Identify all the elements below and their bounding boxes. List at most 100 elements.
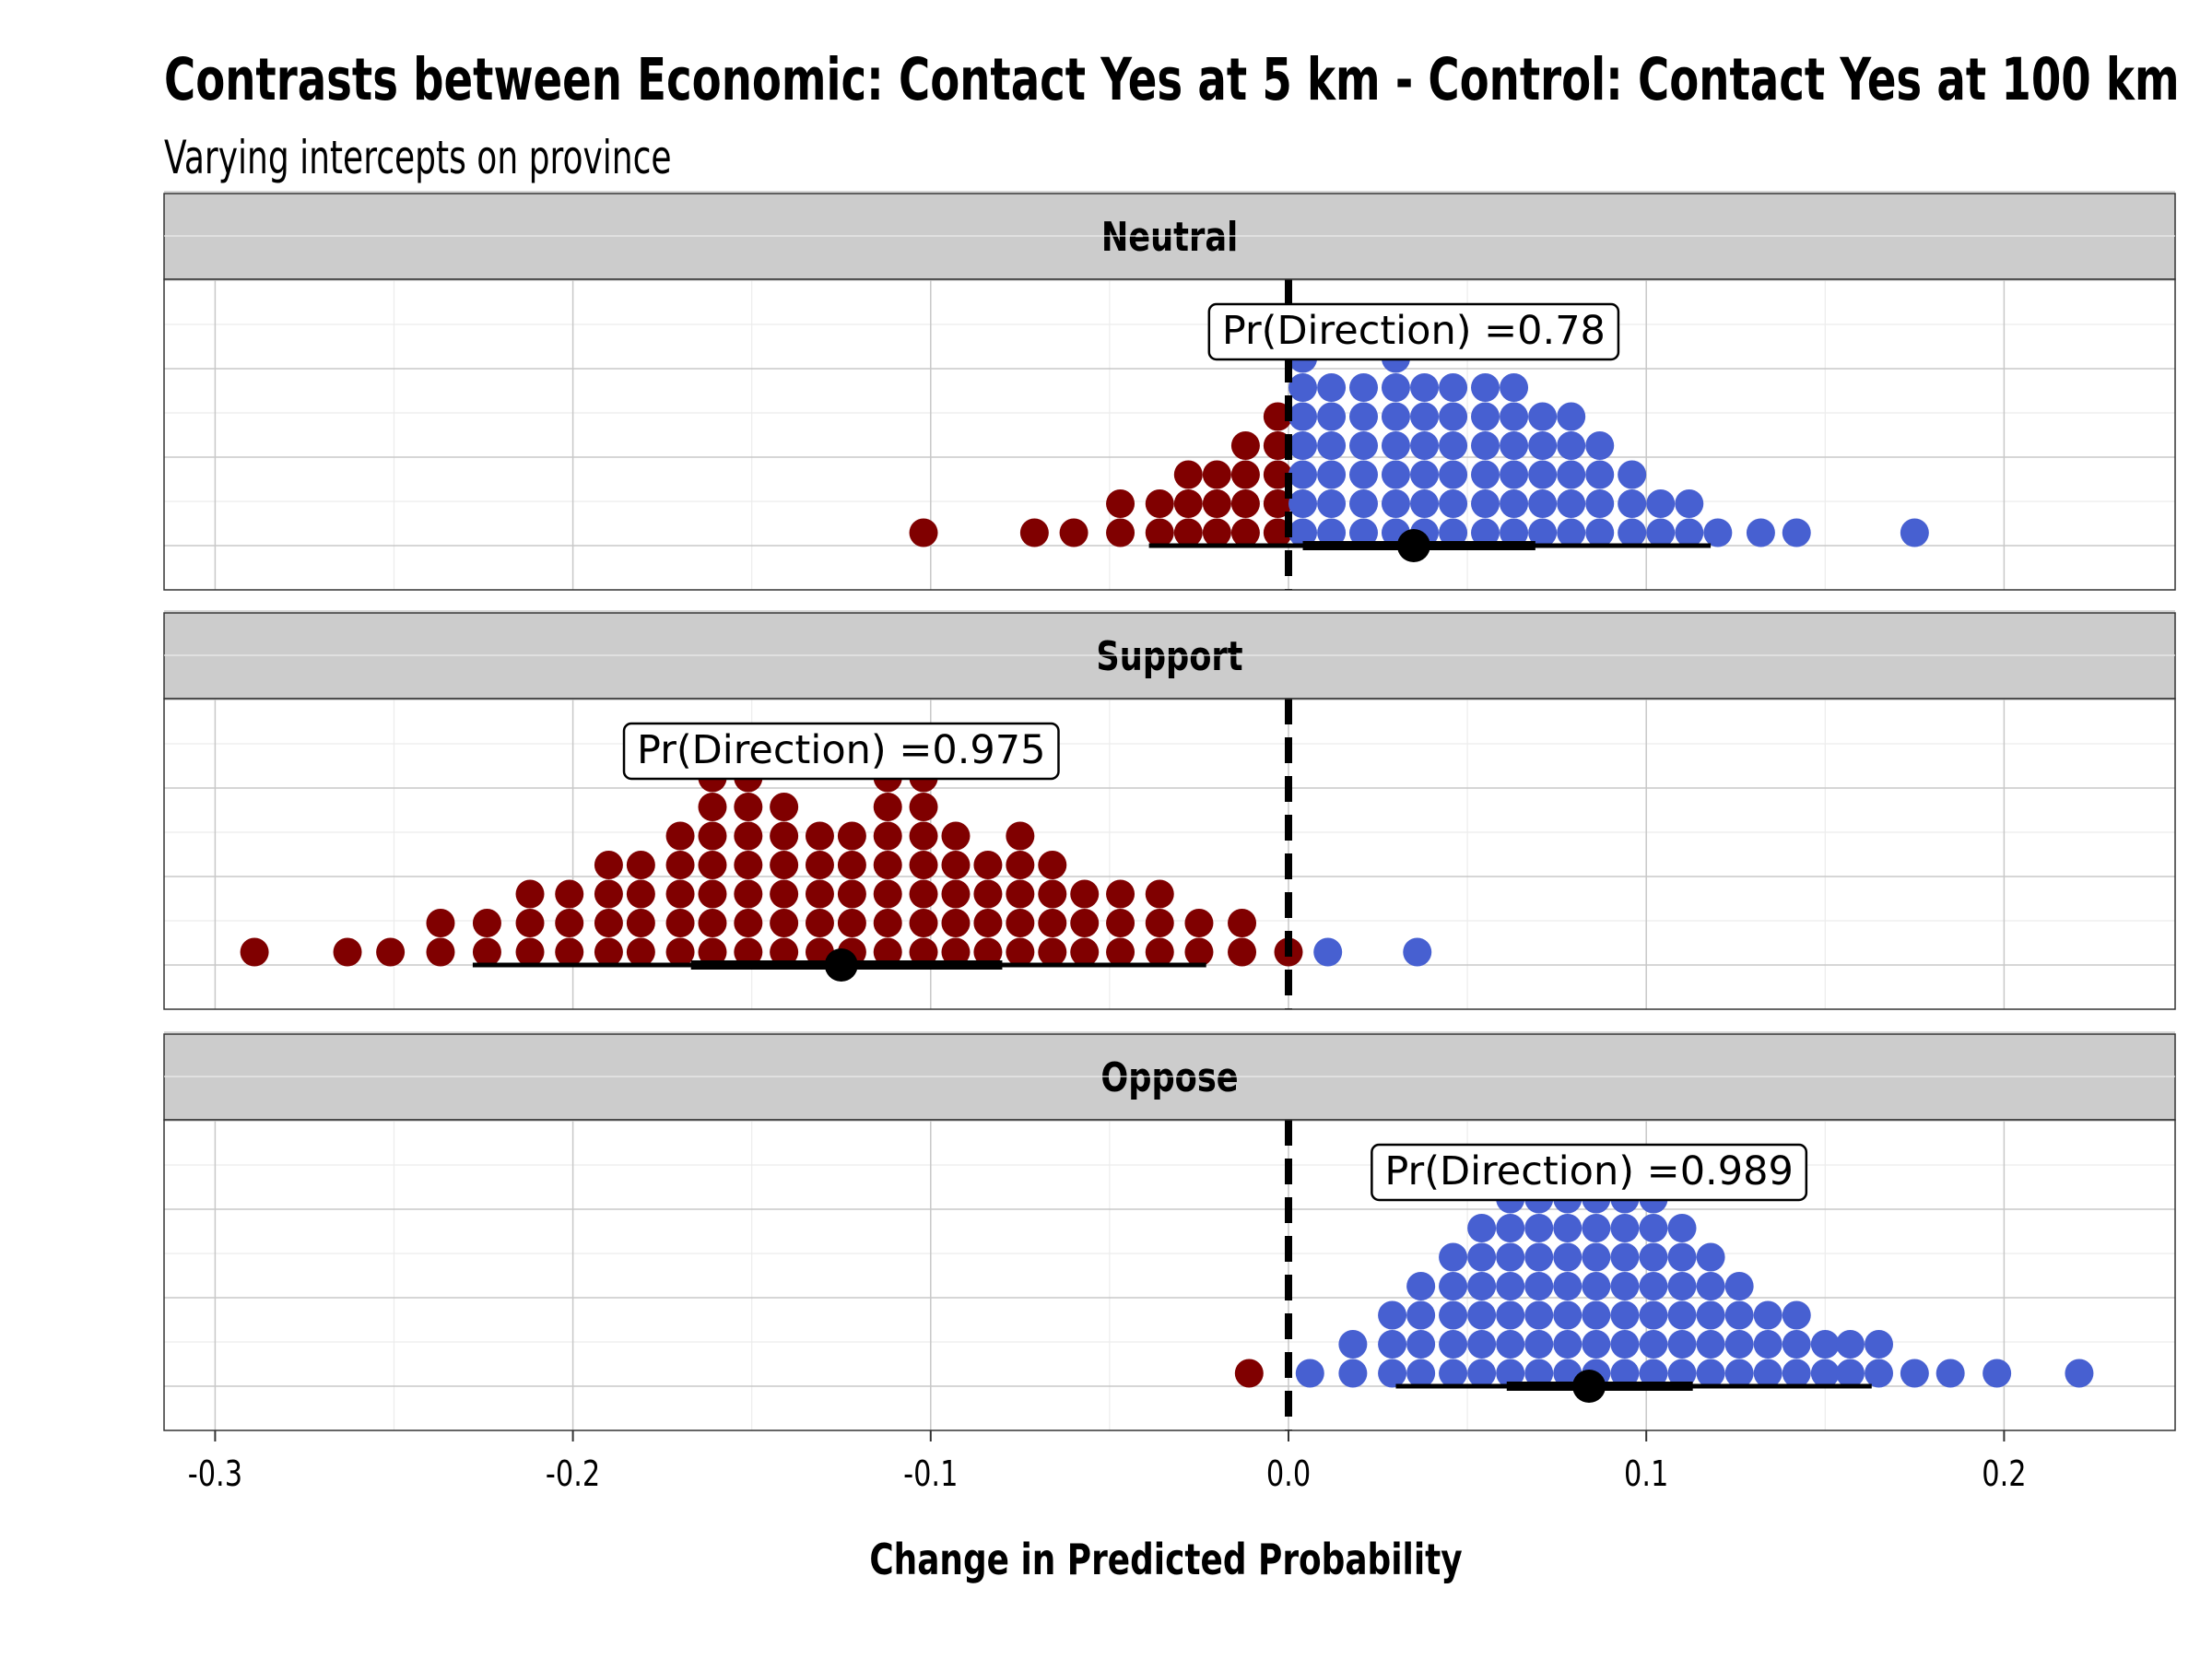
data-point bbox=[698, 879, 727, 909]
data-point bbox=[734, 851, 763, 879]
data-point bbox=[665, 821, 695, 851]
data-point bbox=[1228, 909, 1257, 937]
data-point bbox=[1410, 431, 1440, 460]
data-point bbox=[1378, 1330, 1407, 1359]
data-point bbox=[837, 879, 866, 909]
data-point bbox=[1038, 879, 1067, 909]
data-point bbox=[698, 851, 727, 879]
data-point bbox=[1582, 1300, 1611, 1330]
direction-annotation: Pr(Direction) =0.989 bbox=[1371, 1143, 1808, 1202]
data-point bbox=[1696, 1359, 1725, 1388]
x-axis: -0.3 -0.2 -0.1 0.0 0.1 0.2 bbox=[188, 1430, 2027, 1495]
data-point bbox=[1349, 373, 1379, 402]
data-point bbox=[1610, 1242, 1640, 1272]
data-point bbox=[515, 909, 545, 937]
data-point bbox=[1703, 518, 1733, 547]
dots bbox=[240, 763, 1432, 967]
data-point bbox=[1610, 1330, 1640, 1359]
data-point bbox=[1810, 1330, 1840, 1359]
data-point bbox=[1106, 879, 1135, 909]
data-point bbox=[1585, 431, 1615, 460]
data-point bbox=[665, 879, 695, 909]
data-point bbox=[1145, 937, 1174, 967]
data-point bbox=[1782, 1359, 1811, 1388]
data-point bbox=[472, 937, 501, 967]
data-point bbox=[1667, 1300, 1697, 1330]
data-point bbox=[941, 879, 971, 909]
data-point bbox=[1639, 1300, 1668, 1330]
data-point bbox=[1667, 1272, 1697, 1300]
data-point bbox=[1500, 489, 1529, 518]
data-point bbox=[1582, 1330, 1611, 1359]
data-point bbox=[973, 879, 1003, 909]
data-point bbox=[1145, 518, 1174, 547]
data-point bbox=[698, 793, 727, 821]
data-point bbox=[770, 937, 799, 967]
annotation-text: Pr(Direction) =0.975 bbox=[637, 727, 1045, 773]
data-point bbox=[1230, 431, 1260, 460]
panels-layer: Neutral Pr(Direction) =0.78 Support Pr(Dire… bbox=[163, 191, 2176, 1431]
data-point bbox=[1349, 489, 1379, 518]
data-point bbox=[1467, 1300, 1497, 1330]
data-point bbox=[1746, 518, 1775, 547]
data-point bbox=[1471, 431, 1500, 460]
data-point bbox=[1618, 518, 1647, 547]
data-point bbox=[973, 909, 1003, 937]
data-point bbox=[909, 793, 938, 821]
data-point bbox=[333, 937, 362, 967]
panel-strip-label: Neutral bbox=[1101, 214, 1238, 261]
data-point bbox=[1439, 518, 1468, 547]
data-point bbox=[1810, 1359, 1840, 1388]
data-point bbox=[1317, 402, 1347, 431]
data-point bbox=[941, 821, 971, 851]
data-point bbox=[973, 851, 1003, 879]
data-point bbox=[698, 937, 727, 967]
data-point bbox=[665, 851, 695, 879]
data-point bbox=[1145, 489, 1174, 518]
data-point bbox=[805, 851, 834, 879]
data-point bbox=[555, 879, 584, 909]
data-point bbox=[1639, 1272, 1668, 1300]
data-point bbox=[805, 821, 834, 851]
data-point bbox=[1106, 489, 1135, 518]
data-point bbox=[770, 879, 799, 909]
data-point bbox=[1496, 1214, 1525, 1242]
data-point bbox=[909, 851, 938, 879]
data-point bbox=[770, 851, 799, 879]
data-point bbox=[1618, 489, 1647, 518]
data-point bbox=[1439, 1330, 1468, 1359]
data-point bbox=[1202, 460, 1231, 489]
data-point bbox=[1381, 489, 1410, 518]
data-point bbox=[1378, 1300, 1407, 1330]
data-point bbox=[1406, 1272, 1436, 1300]
data-point bbox=[1410, 489, 1440, 518]
data-point bbox=[1378, 1359, 1407, 1388]
data-point bbox=[1406, 1330, 1436, 1359]
data-point bbox=[1106, 518, 1135, 547]
data-point bbox=[1288, 489, 1318, 518]
data-point bbox=[1496, 1300, 1525, 1330]
data-point bbox=[1524, 1272, 1554, 1300]
data-point bbox=[770, 793, 799, 821]
data-point bbox=[1288, 460, 1318, 489]
data-point bbox=[1753, 1300, 1783, 1330]
data-point bbox=[1500, 373, 1529, 402]
data-point bbox=[873, 851, 902, 879]
data-point bbox=[1234, 1359, 1264, 1388]
data-point bbox=[1557, 489, 1586, 518]
data-point bbox=[1524, 1214, 1554, 1242]
data-point bbox=[734, 879, 763, 909]
data-point bbox=[1467, 1330, 1497, 1359]
data-point bbox=[909, 909, 938, 937]
data-point bbox=[837, 909, 866, 937]
data-point bbox=[1667, 1359, 1697, 1388]
data-point bbox=[1410, 402, 1440, 431]
data-point bbox=[873, 793, 902, 821]
data-point bbox=[1381, 431, 1410, 460]
annotation-text: Pr(Direction) =0.989 bbox=[1384, 1148, 1793, 1194]
data-point bbox=[1317, 518, 1347, 547]
data-point bbox=[837, 821, 866, 851]
data-point bbox=[1313, 937, 1343, 967]
data-point bbox=[1528, 489, 1558, 518]
